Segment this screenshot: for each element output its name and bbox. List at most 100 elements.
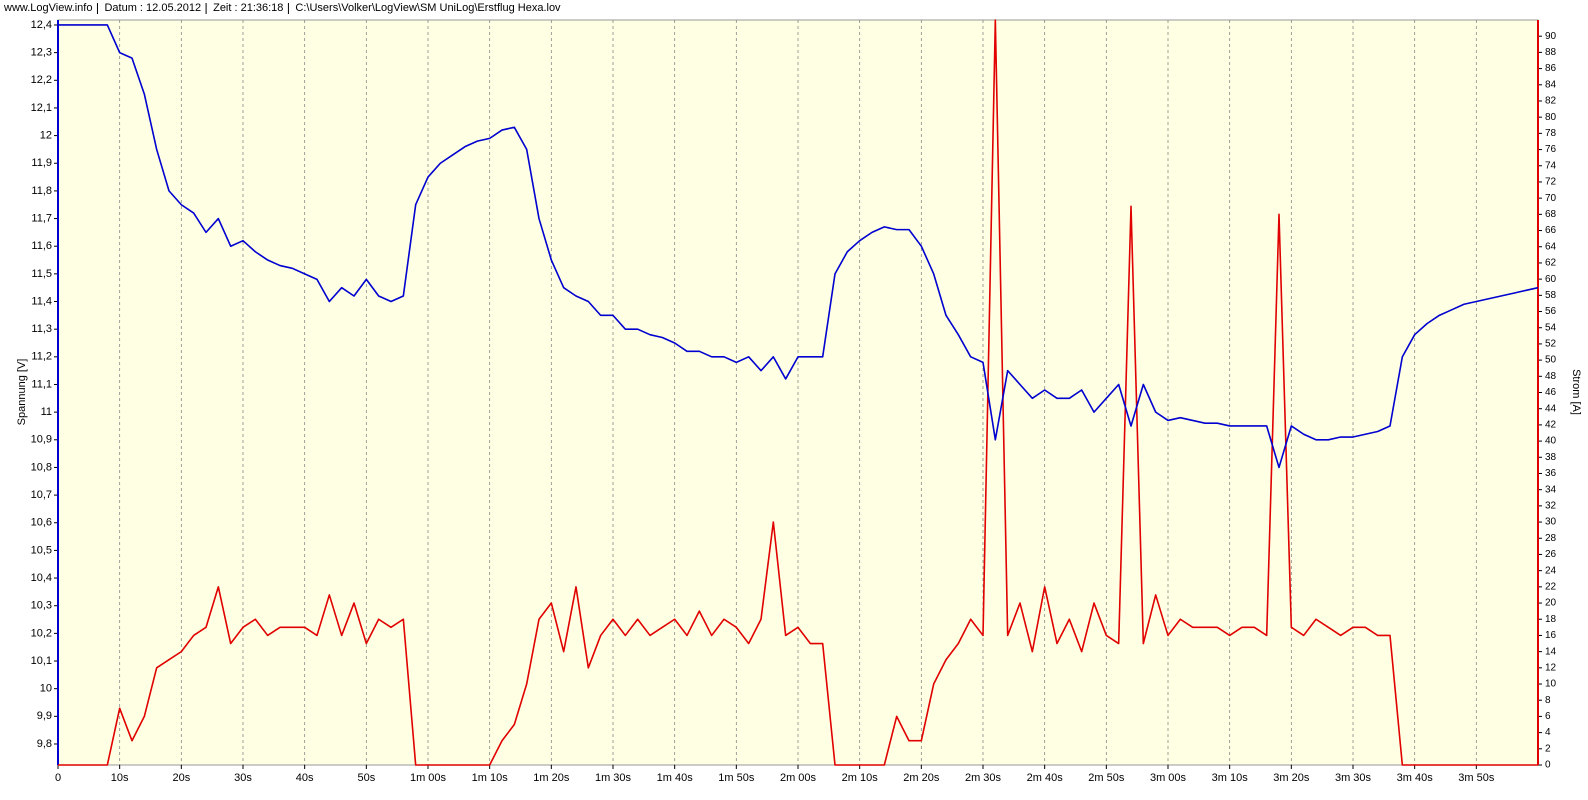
y-tick-label: 11,8 [31, 185, 52, 197]
y2-tick-label: 66 [1545, 225, 1557, 236]
y2-axis-label: Strom [A] [1570, 369, 1582, 415]
x-tick-label: 50s [357, 772, 375, 784]
y2-tick-label: 58 [1545, 290, 1557, 301]
y-tick-label: 10,2 [31, 627, 52, 639]
x-tick-label: 40s [296, 772, 314, 784]
x-tick-label: 2m 50s [1088, 772, 1125, 784]
y-tick-label: 10,5 [31, 544, 52, 556]
x-tick-label: 2m 30s [965, 772, 1002, 784]
y-axis-label: Spannung [V] [16, 359, 28, 426]
x-tick-label: 1m 10s [472, 772, 509, 784]
y2-tick-label: 72 [1545, 177, 1557, 188]
y-tick-label: 11,1 [31, 378, 52, 390]
y2-tick-label: 14 [1545, 646, 1557, 657]
series-line [58, 24, 1539, 469]
y2-tick-label: 28 [1545, 533, 1557, 544]
series-line [58, 19, 1538, 766]
y2-tick-label: 48 [1545, 371, 1557, 382]
x-tick-label: 1m 40s [657, 772, 694, 784]
y-tick-label: 10,7 [31, 489, 52, 501]
y2-tick-label: 76 [1545, 144, 1557, 155]
y2-tick-label: 44 [1545, 403, 1557, 414]
y2-tick-label: 64 [1545, 241, 1557, 252]
x-tick-label: 1m 00s [410, 772, 447, 784]
x-tick-label: 30s [234, 772, 252, 784]
y2-tick-label: 34 [1545, 484, 1557, 495]
x-tick-label: 0 [55, 772, 61, 784]
y2-tick-label: 74 [1545, 160, 1557, 171]
y-tick-label: 11,9 [31, 157, 52, 169]
y-tick-label: 10,4 [31, 572, 52, 584]
y-tick-label: 11,5 [31, 268, 52, 280]
y-tick-label: 11,3 [31, 323, 52, 335]
x-tick-label: 3m 00s [1150, 772, 1187, 784]
x-tick-label: 2m 20s [903, 772, 940, 784]
y2-tick-label: 86 [1545, 63, 1557, 74]
y2-tick-label: 24 [1545, 565, 1557, 576]
x-tick-label: 3m 30s [1335, 772, 1372, 784]
y-tick-label: 10,3 [31, 600, 52, 612]
y-tick-label: 12,4 [31, 19, 52, 31]
y2-tick-label: 78 [1545, 128, 1557, 139]
x-tick-label: 3m 10s [1212, 772, 1249, 784]
y2-tick-label: 20 [1545, 598, 1557, 609]
y2-tick-label: 82 [1545, 96, 1557, 107]
y-tick-label: 11 [41, 406, 52, 418]
y2-tick-label: 40 [1545, 436, 1557, 447]
y2-tick-label: 70 [1545, 193, 1557, 204]
y2-tick-label: 50 [1545, 355, 1557, 366]
x-tick-label: 2m 10s [842, 772, 879, 784]
header-text: Zeit : 21:36:18 [213, 2, 283, 14]
y-tick-label: 10,9 [31, 434, 52, 446]
y-tick-label: 11,6 [31, 240, 52, 252]
y-tick-label: 10,8 [31, 461, 52, 473]
y-tick-label: 12,3 [31, 47, 52, 59]
y2-tick-label: 30 [1545, 517, 1557, 528]
y2-tick-label: 80 [1545, 112, 1557, 123]
y2-tick-label: 52 [1545, 339, 1557, 350]
x-tick-label: 3m 40s [1397, 772, 1434, 784]
y2-tick-label: 36 [1545, 468, 1557, 479]
x-tick-label: 1m 30s [595, 772, 632, 784]
y2-tick-label: 6 [1545, 711, 1551, 722]
header-text: Datum : 12.05.2012 [104, 2, 201, 14]
y2-tick-label: 62 [1545, 258, 1557, 269]
y-tick-label: 11,2 [31, 351, 52, 363]
x-tick-label: 10s [111, 772, 129, 784]
y2-tick-label: 38 [1545, 452, 1557, 463]
y-tick-label: 9,9 [37, 710, 52, 722]
x-tick-label: 3m 20s [1273, 772, 1310, 784]
y-tick-label: 11,7 [31, 212, 52, 224]
y2-tick-label: 2 [1545, 743, 1551, 754]
y-tick-label: 10,1 [31, 655, 52, 667]
y2-tick-label: 60 [1545, 274, 1557, 285]
x-tick-label: 20s [172, 772, 190, 784]
y2-tick-label: 68 [1545, 209, 1557, 220]
y2-tick-label: 12 [1545, 662, 1557, 673]
y2-tick-label: 90 [1545, 31, 1557, 42]
y2-tick-label: 46 [1545, 387, 1557, 398]
y2-tick-label: 0 [1545, 760, 1551, 771]
y2-tick-label: 88 [1545, 47, 1557, 58]
y2-tick-label: 8 [1545, 695, 1551, 706]
y2-tick-label: 4 [1545, 727, 1551, 738]
header-text: www.LogView.info [3, 2, 92, 14]
x-tick-label: 2m 40s [1027, 772, 1064, 784]
y2-tick-label: 26 [1545, 549, 1557, 560]
y2-tick-label: 16 [1545, 630, 1557, 641]
y2-tick-label: 54 [1545, 322, 1557, 333]
x-tick-label: 2m 00s [780, 772, 817, 784]
y2-tick-label: 18 [1545, 614, 1557, 625]
x-tick-label: 1m 20s [533, 772, 570, 784]
y-tick-label: 10,6 [31, 517, 52, 529]
y-tick-label: 11,4 [31, 295, 52, 307]
x-tick-label: 3m 50s [1458, 772, 1495, 784]
y-tick-label: 10 [40, 683, 52, 695]
y2-tick-label: 84 [1545, 79, 1557, 90]
y2-tick-label: 22 [1545, 581, 1557, 592]
y2-tick-label: 10 [1545, 679, 1557, 690]
y2-tick-label: 56 [1545, 306, 1557, 317]
y-tick-label: 12,2 [31, 74, 52, 86]
y-tick-label: 12 [40, 130, 52, 142]
